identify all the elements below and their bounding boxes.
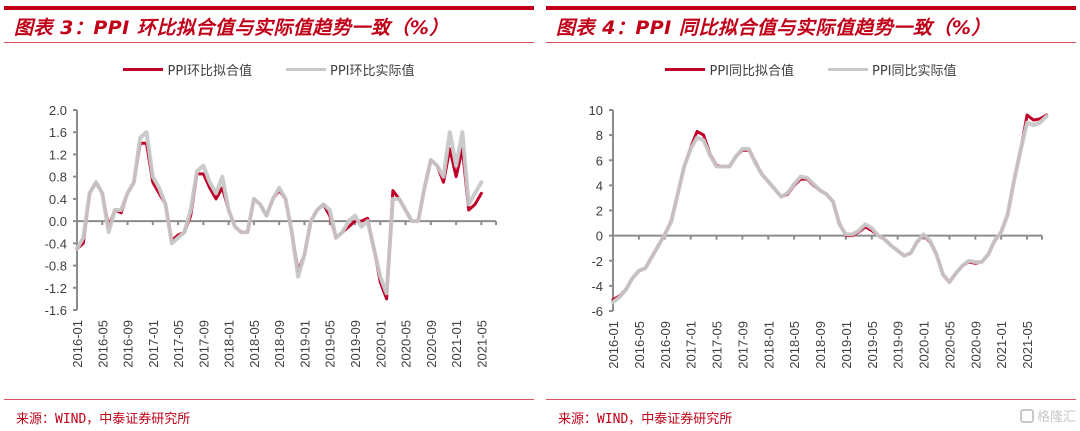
legend-label: PPI环比拟合值 — [167, 64, 252, 79]
x-tick-label: 2021-01 — [994, 321, 1009, 369]
x-tick-label: 2017-09 — [196, 320, 211, 368]
y-tick-label: 0.4 — [49, 192, 67, 207]
legend-label: PPI环比实际值 — [330, 64, 415, 79]
x-tick-label: 2018-09 — [272, 320, 287, 368]
chart-title: 图表 3：PPI 环比拟合值与实际值趋势一致（%） — [14, 17, 449, 39]
x-tick-label: 2019-05 — [323, 320, 338, 368]
y-tick-label: 0 — [596, 229, 603, 244]
top-bar — [4, 6, 534, 10]
series-line-fitted — [611, 113, 1048, 302]
watermark-logo-icon — [1019, 408, 1034, 423]
y-tick-label: 0.0 — [49, 214, 67, 229]
legend-swatch-actual — [286, 68, 326, 71]
chart-panel-mom: 图表 3：PPI 环比拟合值与实际值趋势一致（%） PPI环比拟合值 PPI环比… — [4, 0, 534, 431]
watermark-text: 格隆汇 — [1036, 410, 1076, 425]
title-divider — [546, 42, 1076, 43]
legend-label: PPI同比实际值 — [872, 64, 957, 79]
y-tick-label: -6 — [591, 304, 603, 319]
x-tick-label: 2018-05 — [247, 320, 262, 368]
x-tick-label: 2019-09 — [348, 320, 363, 368]
legend-swatch-fitted — [665, 68, 706, 71]
x-tick-label: 2020-09 — [968, 321, 983, 369]
legend-item-fitted: PPI同比拟合值 — [665, 60, 794, 79]
x-tick-label: 2017-01 — [146, 320, 161, 368]
y-tick-label: -4 — [591, 279, 603, 294]
y-tick-label: -1.6 — [45, 303, 67, 318]
x-tick-label: 2016-05 — [632, 321, 647, 369]
x-tick-label: 2018-09 — [813, 321, 828, 369]
legend-item-actual: PPI同比实际值 — [828, 60, 957, 79]
x-tick-label: 2020-01 — [917, 321, 932, 369]
top-bar — [546, 6, 1076, 10]
legend-swatch-actual — [828, 68, 868, 71]
y-tick-label: -2 — [591, 254, 603, 269]
y-tick-label: 0.8 — [49, 170, 67, 185]
x-tick-label: 2016-01 — [70, 320, 85, 368]
y-tick-label: 4 — [596, 178, 603, 193]
y-tick-label: -0.8 — [45, 259, 67, 274]
x-tick-label: 2016-05 — [95, 320, 110, 368]
chart-title: 图表 4：PPI 同比拟合值与实际值趋势一致（%） — [556, 17, 991, 39]
chart-panel-yoy: 图表 4：PPI 同比拟合值与实际值趋势一致（%） PPI同比拟合值 PPI同比… — [546, 0, 1076, 431]
x-tick-label: 2019-09 — [891, 321, 906, 369]
legend-item-actual: PPI环比实际值 — [286, 60, 415, 79]
legend: PPI同比拟合值 PPI同比实际值 — [546, 60, 1076, 79]
x-tick-label: 2016-01 — [606, 321, 621, 369]
x-tick-label: 2020-01 — [373, 320, 388, 368]
x-tick-label: 2018-01 — [761, 321, 776, 369]
y-tick-label: -1.2 — [45, 281, 67, 296]
x-tick-label: 2016-09 — [121, 320, 136, 368]
y-tick-label: 1.6 — [49, 125, 67, 140]
source-divider — [546, 399, 1076, 400]
source-divider — [4, 399, 534, 400]
x-tick-label: 2019-01 — [297, 320, 312, 368]
series-line-actual — [611, 114, 1049, 305]
x-tick-label: 2018-01 — [222, 320, 237, 368]
y-tick-label: 6 — [596, 153, 603, 168]
x-tick-label: 2018-05 — [787, 321, 802, 369]
y-tick-label: -0.4 — [45, 236, 67, 251]
line-chart-mom: 2.01.61.20.80.40.0-0.4-0.8-1.2-1.62016-0… — [45, 103, 497, 368]
source-note: 来源：WIND，中泰证券研究所 — [558, 412, 733, 427]
legend-swatch-fitted — [123, 68, 164, 71]
x-tick-label: 2021-05 — [474, 320, 489, 368]
x-tick-label: 2020-09 — [424, 320, 439, 368]
x-tick-label: 2017-09 — [735, 321, 750, 369]
watermark: 格隆汇 — [1019, 406, 1076, 425]
x-tick-label: 2017-05 — [171, 320, 186, 368]
x-tick-label: 2017-05 — [710, 321, 725, 369]
y-tick-label: 8 — [596, 128, 603, 143]
source-note: 来源：WIND，中泰证券研究所 — [16, 412, 191, 427]
x-tick-label: 2020-05 — [399, 320, 414, 368]
legend-item-fitted: PPI环比拟合值 — [123, 60, 252, 79]
x-tick-label: 2016-09 — [658, 321, 673, 369]
x-tick-label: 2021-01 — [449, 320, 464, 368]
legend-label: PPI同比拟合值 — [709, 64, 794, 79]
series-line-actual — [75, 130, 484, 296]
x-tick-label: 2019-01 — [839, 321, 854, 369]
x-tick-label: 2021-05 — [1020, 321, 1035, 369]
x-tick-label: 2020-05 — [942, 321, 957, 369]
y-tick-label: 10 — [589, 103, 603, 118]
title-divider — [4, 42, 534, 43]
x-tick-label: 2017-01 — [684, 321, 699, 369]
y-tick-label: 2.0 — [49, 103, 67, 118]
legend: PPI环比拟合值 PPI环比实际值 — [4, 60, 534, 79]
y-tick-label: 1.2 — [49, 147, 67, 162]
y-tick-label: 2 — [596, 204, 603, 219]
x-tick-label: 2019-05 — [865, 321, 880, 369]
